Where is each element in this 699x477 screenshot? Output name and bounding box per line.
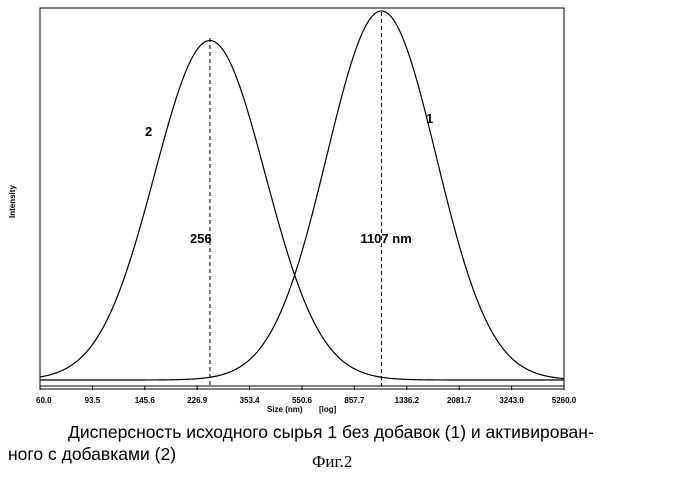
x-tick-label: 145.6 — [135, 396, 156, 405]
x-axis-scale-note: [log] — [319, 405, 337, 414]
chart: 60.0 93.5 145.6 226.9 353.4 550.6 857.7 1336.2 2… — [0, 0, 699, 420]
x-tick-label: 353.4 — [240, 396, 261, 405]
x-tick-label: 1336.2 — [395, 396, 420, 405]
x-tick-label: 2081.7 — [447, 396, 472, 405]
x-tick-label: 5260.0 — [552, 396, 577, 405]
y-axis-title: Intensity — [8, 185, 17, 218]
x-tick-label: 226.9 — [187, 396, 208, 405]
series-label-2: 2 — [145, 124, 152, 139]
plot-frame — [40, 8, 564, 389]
x-tick-label: 550.6 — [292, 396, 313, 405]
series-label-1: 1 — [426, 111, 433, 126]
series-1-line — [40, 11, 564, 380]
peak-label: 256 — [190, 231, 212, 246]
caption-line-1: Дисперсность исходного сырья 1 без добав… — [8, 421, 693, 443]
series: 21 — [40, 11, 564, 380]
x-tick-label: 857.7 — [344, 396, 365, 405]
x-tick-label: 60.0 — [36, 396, 52, 405]
annotations: 256 1107 nm — [190, 12, 412, 386]
x-tick-labels: 60.0 93.5 145.6 226.9 353.4 550.6 857.7 1336.2 2… — [36, 396, 577, 405]
figure-label: Фиг.2 — [312, 452, 352, 472]
x-tick-label: 3243.0 — [499, 396, 524, 405]
x-axis-title: Size (nm) — [267, 405, 303, 414]
series-2-line — [40, 41, 564, 380]
peak-label: 1107 nm — [360, 231, 411, 246]
x-tick-label: 93.5 — [85, 396, 101, 405]
